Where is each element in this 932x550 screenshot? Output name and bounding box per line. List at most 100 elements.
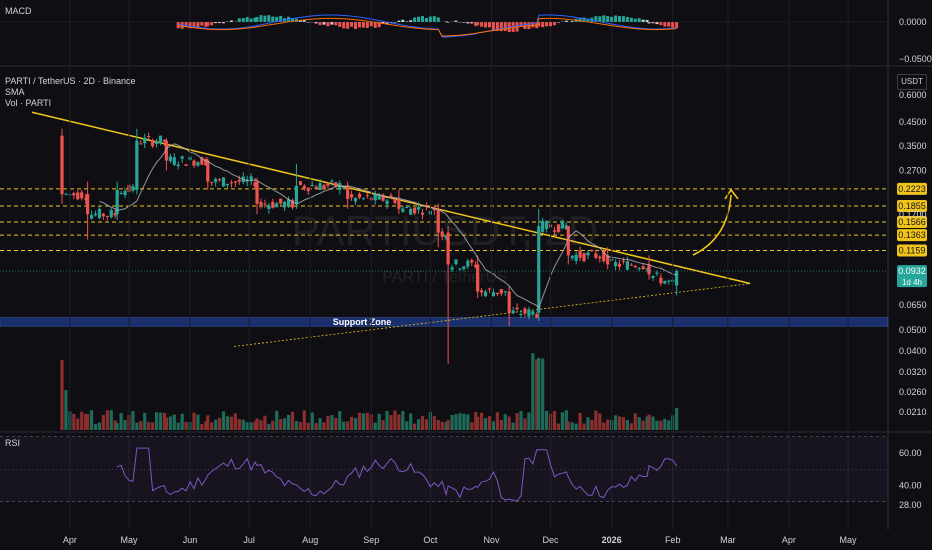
macd-histogram-bar <box>298 20 302 22</box>
macd-histogram-bar <box>602 15 606 22</box>
price-candle <box>556 224 561 232</box>
macd-histogram-bar <box>218 22 222 24</box>
price-candle <box>617 263 622 267</box>
price-candle <box>135 140 139 190</box>
volume-bar <box>245 422 249 430</box>
price-candle <box>552 230 557 232</box>
price-candle <box>637 268 641 270</box>
volume-bar <box>72 413 76 430</box>
price-candle <box>101 213 105 217</box>
macd-histogram-bar <box>377 22 381 28</box>
macd-histogram-bar <box>474 22 478 27</box>
macd-histogram-bar <box>342 22 346 29</box>
price-candle <box>519 314 523 316</box>
volume-bar <box>283 418 287 430</box>
macd-histogram-bar <box>495 22 499 32</box>
macd-histogram-bar <box>523 22 527 30</box>
macd-histogram-bar <box>621 16 625 22</box>
price-candle <box>60 135 64 195</box>
price-candle <box>154 141 159 145</box>
price-candle <box>454 259 458 265</box>
volume-bar <box>271 420 275 430</box>
macd-histogram-bar <box>598 16 602 22</box>
volume-bar <box>651 416 655 430</box>
macd-histogram-bar <box>446 22 450 23</box>
volume-bar <box>641 420 645 430</box>
price-candle <box>667 280 671 282</box>
price-candle <box>560 220 564 229</box>
rsi-legend: RSI <box>5 438 20 449</box>
price-candle <box>306 187 310 192</box>
volume-bar <box>109 410 113 430</box>
volume-bar <box>523 418 527 430</box>
volume-bar <box>446 419 450 430</box>
rsi-line <box>117 447 678 502</box>
volume-bar <box>598 413 602 430</box>
price-candle <box>290 200 295 208</box>
rsi-axis-tick: 28.00 <box>899 500 922 510</box>
price-candle <box>204 159 208 166</box>
price-candle <box>621 260 626 262</box>
resistance-level-badge <box>897 229 927 242</box>
volume-bar <box>314 423 318 430</box>
volume-bar <box>164 417 169 430</box>
macd-histogram-bar <box>553 22 556 26</box>
rsi-axis-tick: 40.00 <box>899 481 922 491</box>
price-axis-tick: 0.0650 <box>899 300 927 310</box>
price-axis-tick: 0.1700 <box>899 209 927 219</box>
macd-histogram-bar <box>476 22 480 26</box>
volume-bar <box>89 410 94 430</box>
volume-bar <box>86 414 90 430</box>
volume-bar <box>450 415 454 430</box>
resistance-level-label: 0.1566 <box>898 217 926 227</box>
price-candle <box>283 201 287 208</box>
volume-bar <box>535 359 539 430</box>
price-candle <box>158 135 163 144</box>
volume-bar <box>338 411 342 430</box>
macd-histogram-bar <box>618 16 622 22</box>
volume-bar <box>474 412 478 430</box>
price-candle <box>541 220 545 232</box>
volume-bar <box>204 421 208 430</box>
price-candle <box>237 179 241 182</box>
macd-histogram-bar <box>484 22 488 28</box>
volume-bar <box>97 422 102 430</box>
current-price-badge <box>897 265 927 288</box>
support-zone <box>0 317 889 327</box>
macd-legend: MACD <box>5 6 32 17</box>
resistance-level-badge <box>897 182 927 195</box>
macd-histogram-bar <box>241 18 245 22</box>
volume-bar <box>590 419 594 430</box>
macd-histogram-bar <box>200 22 204 26</box>
volume-bar <box>545 410 549 430</box>
price-candle <box>444 235 448 239</box>
unit-selector[interactable]: USDT <box>897 74 927 90</box>
resistance-level-badge <box>897 244 927 257</box>
macd-histogram-bar <box>271 16 275 22</box>
macd-histogram-bar <box>564 20 568 22</box>
volume-bar <box>444 422 448 430</box>
sma-line <box>99 143 677 309</box>
price-candle <box>659 277 663 284</box>
volume-bar <box>606 419 610 430</box>
macd-histogram-bar <box>267 15 271 22</box>
macd-histogram-bar <box>393 22 397 23</box>
macd-histogram-bar <box>503 22 507 31</box>
price-candle <box>84 198 88 200</box>
volume-bar <box>249 422 253 430</box>
price-candle <box>613 262 618 267</box>
time-axis-tick: Jul <box>243 535 255 545</box>
price-candle <box>168 156 172 162</box>
price-candle <box>302 185 306 189</box>
macd-histogram-bar <box>655 22 659 25</box>
macd-histogram-bar <box>424 17 428 22</box>
volume-bar <box>655 420 659 430</box>
volume-bar <box>440 421 444 430</box>
macd-histogram-bar <box>290 18 294 22</box>
price-candle <box>176 164 180 167</box>
volume-bar <box>578 412 582 430</box>
price-candle <box>564 225 568 230</box>
volume-bar <box>483 418 488 430</box>
price-axis-tick: 0.0260 <box>899 387 927 397</box>
